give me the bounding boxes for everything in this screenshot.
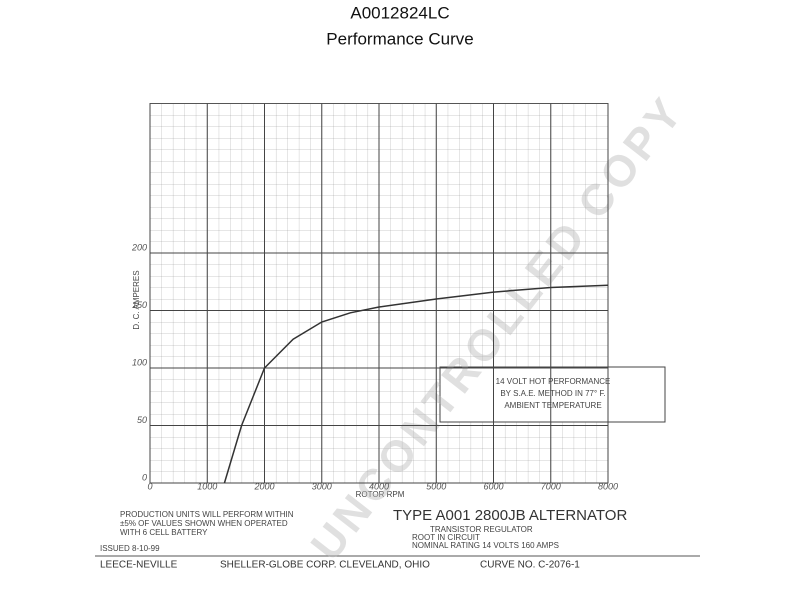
chart-subtitle: Performance Curve: [326, 29, 473, 48]
note-line: WITH 6 CELL BATTERY: [120, 528, 208, 537]
x-tick-label: 7000: [541, 481, 561, 491]
y-tick-label: 200: [131, 242, 147, 252]
note-line: PRODUCTION UNITS WILL PERFORM WITHIN: [120, 510, 294, 519]
maker: LEECE-NEVILLE: [100, 560, 178, 571]
x-tick-label: 8000: [598, 481, 618, 491]
annotation-box: [439, 366, 666, 423]
x-tick-label: 6000: [483, 481, 503, 491]
box-line: BY S.A.E. METHOD IN 77° F.: [500, 389, 605, 398]
x-axis-label: ROTOR RPM: [356, 490, 405, 499]
spec-line: NOMINAL RATING 14 VOLTS 160 AMPS: [412, 541, 559, 550]
spec-line: ROOT IN CIRCUIT: [412, 533, 480, 542]
company: SHELLER-GLOBE CORP. CLEVELAND, OHIO: [220, 560, 430, 571]
box-line: 14 VOLT HOT PERFORMANCE: [496, 377, 611, 386]
y-axis-label: D. C. AMPERES: [132, 270, 141, 329]
type-label: TYPE A001 2800JB ALTERNATOR: [393, 507, 627, 524]
y-tick-label: 100: [132, 357, 147, 367]
spec-line: TRANSISTOR REGULATOR: [430, 525, 533, 534]
box-line: AMBIENT TEMPERATURE: [504, 401, 601, 410]
x-tick-label: 5000: [426, 481, 446, 491]
x-tick-label: 1000: [197, 481, 217, 491]
curve-no: CURVE NO. C-2076-1: [480, 560, 580, 571]
issued: ISSUED 8-10-99: [100, 544, 160, 553]
x-tick-label: 4000: [369, 481, 389, 491]
x-tick-label: 0: [147, 481, 152, 491]
note-line: ±5% OF VALUES SHOWN WHEN OPERATED: [120, 519, 288, 528]
chart-title: A0012824LC: [350, 3, 449, 22]
y-tick-label: 150: [132, 300, 147, 310]
curve: [223, 284, 609, 484]
y-tick-label: 50: [137, 415, 147, 425]
x-tick-label: 2000: [253, 481, 274, 491]
y-tick-label: 0: [142, 472, 147, 482]
x-tick-label: 3000: [312, 481, 332, 491]
